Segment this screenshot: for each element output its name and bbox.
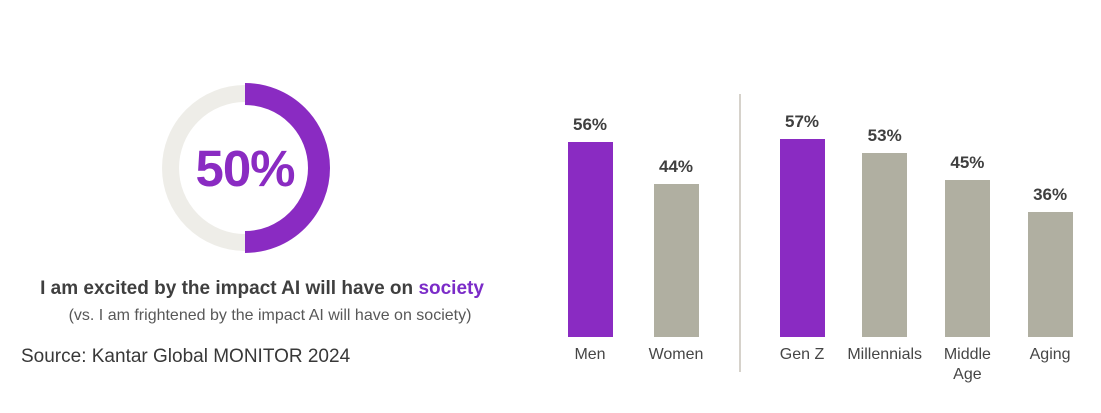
donut-filled-arc: [244, 83, 330, 253]
bar: [862, 152, 908, 337]
bar-category-label-line: Age: [953, 366, 982, 383]
bar-category-label-line: Middle: [943, 346, 991, 363]
donut-value-label: 50%: [195, 139, 295, 197]
bar-category-label-line: Gen Z: [779, 346, 825, 363]
bar-value-label: 45%: [950, 153, 985, 173]
bar: [944, 180, 990, 337]
bar-value-label: 44%: [658, 156, 694, 176]
bar-category-label-line: Millennials: [847, 346, 923, 363]
bar-value-label: 36%: [1033, 184, 1068, 204]
bar-category-label-line: Women: [648, 346, 704, 363]
bar-value-label: 57%: [784, 111, 820, 131]
bar-category-label: Aging: [1006, 345, 1094, 365]
bar-category-label: Millennials: [841, 345, 929, 365]
bar-category-label: Men: [546, 345, 634, 365]
donut-track-arc: [162, 85, 246, 251]
source-text: Source: Kantar Global MONITOR 2024: [21, 346, 351, 367]
bar: [567, 142, 613, 337]
bar-value-label: 53%: [867, 125, 902, 145]
statement-prefix: I am excited by the impact AI will have …: [40, 278, 419, 299]
bar-category-label: Gen Z: [758, 345, 846, 365]
bar: [653, 183, 699, 337]
statement-text: I am excited by the impact AI will have …: [0, 277, 524, 300]
bar-value-label: 56%: [572, 115, 608, 135]
group-divider: [739, 94, 741, 372]
statement-highlight: society: [418, 278, 484, 299]
bar-category-label: Middle Age: [923, 345, 1011, 385]
bar: [1027, 211, 1073, 337]
bar-category-label-line: Men: [574, 346, 606, 363]
donut-chart: [162, 83, 330, 253]
bar-category-label-line: Aging: [1029, 346, 1071, 363]
bar-category-label: Women: [632, 345, 720, 365]
comparison-text: (vs. I am frightened by the impact AI wi…: [68, 307, 472, 324]
bar: [779, 138, 825, 337]
